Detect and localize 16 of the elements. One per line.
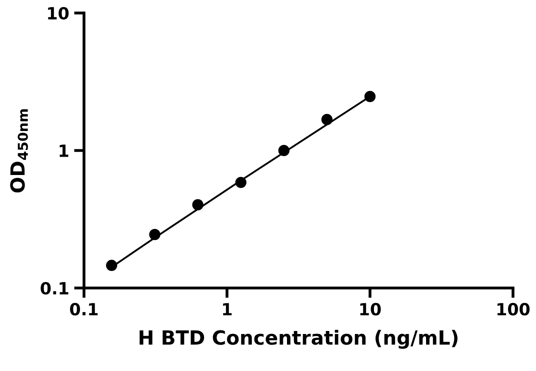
x-tick-label: 100: [497, 302, 530, 316]
point: [106, 260, 118, 271]
y-tick-label: 0.1: [40, 282, 68, 295]
y-axis-title: OD$_{450nm}$: [10, 109, 28, 192]
point: [364, 90, 376, 102]
x-tick-label: 10: [360, 302, 381, 316]
point: [192, 199, 204, 210]
x-axis-title: H BTD Concentration (ng/mL): [140, 330, 458, 349]
x-tick-label: 1: [223, 303, 232, 316]
point: [235, 176, 246, 188]
y-tick-label: 1: [60, 144, 68, 157]
point: [321, 114, 333, 126]
point: [278, 144, 290, 156]
x-tick-label: 0.1: [70, 302, 98, 316]
point: [149, 228, 160, 240]
y-tick-label: 10: [48, 6, 69, 20]
